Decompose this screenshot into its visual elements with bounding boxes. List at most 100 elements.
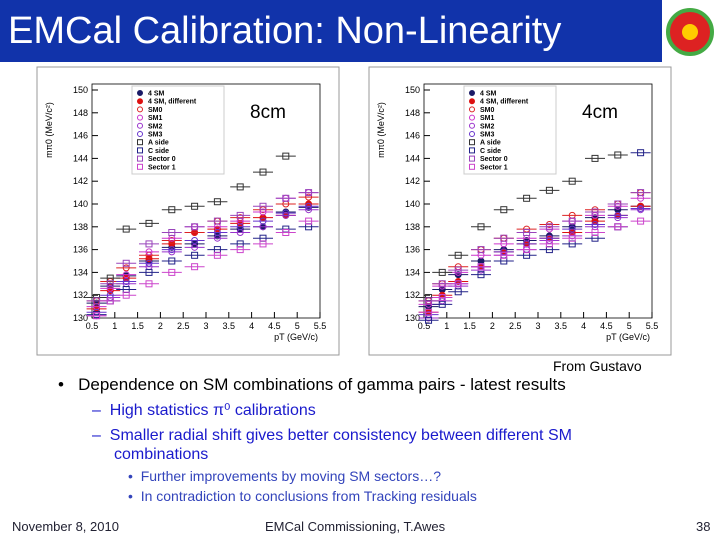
data-point (630, 189, 651, 197)
data-point (562, 217, 583, 225)
data-point (230, 183, 251, 191)
data-point (298, 202, 319, 210)
chart: 130 132 134 136 138 140 142 144 146 148 150 0.5 1 1.5… (36, 66, 340, 356)
marker (191, 243, 199, 251)
data-point (432, 293, 453, 301)
x-tick-label: 5.5 (646, 321, 659, 331)
marker (591, 154, 599, 162)
marker (591, 208, 599, 216)
marker (438, 268, 446, 276)
x-tick-label: 1 (112, 321, 117, 331)
x-tick-label: 3.5 (223, 321, 236, 331)
legend-label: SM2 (480, 123, 495, 130)
data-point (418, 297, 439, 305)
data-point (298, 217, 319, 225)
legend-marker (137, 122, 143, 129)
data-point (630, 205, 651, 213)
marker (438, 293, 446, 301)
legend-box (131, 85, 225, 175)
marker (213, 229, 221, 236)
data-point (539, 186, 560, 194)
data-point (275, 229, 296, 236)
y-tick-label: 140 (405, 199, 420, 209)
marker (236, 211, 244, 219)
data-point (607, 214, 628, 222)
legend-marker (469, 155, 475, 162)
bullet-text: Dependence on SM combinations of gamma p… (78, 375, 566, 394)
data-point (253, 202, 273, 210)
x-tick-label: 3 (203, 321, 208, 331)
data-point (207, 217, 228, 225)
legend-label: Sector 1 (480, 164, 508, 171)
data-point (161, 248, 182, 256)
marker (305, 189, 313, 197)
legend-marker (469, 122, 475, 129)
x-tick-label: 4.5 (268, 321, 281, 331)
marker (477, 246, 485, 254)
data-point (448, 280, 469, 288)
marker (614, 223, 622, 231)
marker (523, 246, 531, 254)
marker (568, 217, 576, 225)
data-point (184, 263, 205, 271)
legend-label: Sector 0 (148, 156, 176, 163)
data-point (471, 223, 491, 231)
y-tick-label: 136 (73, 245, 88, 255)
marker (236, 246, 244, 254)
data-point (607, 211, 628, 219)
x-tick-label: 3 (535, 321, 540, 331)
x-tick-label: 1.5 (131, 321, 144, 331)
sub-bullet: – Smaller radial shift gives better cons… (92, 427, 572, 463)
footer-center: EMCal Commissioning, T.Awes (265, 519, 446, 534)
legend-marker (137, 147, 143, 154)
data-point (298, 189, 319, 197)
marker (500, 234, 508, 242)
marker (145, 280, 153, 288)
marker (106, 280, 114, 288)
data-point (116, 271, 137, 279)
y-tick-label: 132 (73, 290, 88, 300)
data-point (432, 268, 453, 276)
marker (93, 312, 101, 320)
footer-date: November 8, 2010 (12, 519, 119, 534)
marker (168, 229, 176, 236)
page-number: 38 (696, 519, 711, 534)
marker (454, 266, 462, 274)
y-tick-label: 130 (405, 313, 420, 323)
data-point (471, 246, 491, 254)
x-tick-label: 4.5 (600, 321, 613, 331)
legend-label: 4 SM, different (148, 99, 197, 106)
marker (122, 225, 130, 233)
data-point (139, 268, 159, 276)
marker (282, 152, 290, 160)
data-point (253, 168, 273, 176)
x-tick-label: 2.5 (509, 321, 522, 331)
data-point (448, 288, 469, 296)
marker (122, 291, 130, 299)
legend-label: SM2 (148, 123, 163, 130)
data-point (139, 219, 159, 227)
data-point (585, 229, 605, 236)
marker (122, 259, 130, 267)
y-tick-label: 144 (73, 153, 88, 163)
sub-bullet-text: Smaller radial shift gives better consis… (109, 427, 572, 463)
marker (305, 217, 313, 225)
y-tick-label: 132 (405, 290, 420, 300)
legend-label: SM1 (148, 115, 163, 122)
y-axis-label: mπ0 (MeV/c²) (44, 102, 54, 158)
y-tick-label: 136 (405, 245, 420, 255)
slide-title: EMCal Calibration: Non-Linearity (0, 0, 662, 62)
marker (259, 168, 267, 176)
data-point (298, 193, 319, 201)
marker (614, 151, 622, 159)
data-point (275, 209, 296, 217)
legend-label: SM1 (480, 115, 495, 122)
marker (425, 316, 433, 324)
y-tick-label: 146 (73, 131, 88, 141)
data-point (161, 206, 182, 214)
marker (637, 217, 645, 225)
marker (191, 223, 199, 231)
data-point (471, 271, 491, 279)
marker (236, 223, 244, 231)
